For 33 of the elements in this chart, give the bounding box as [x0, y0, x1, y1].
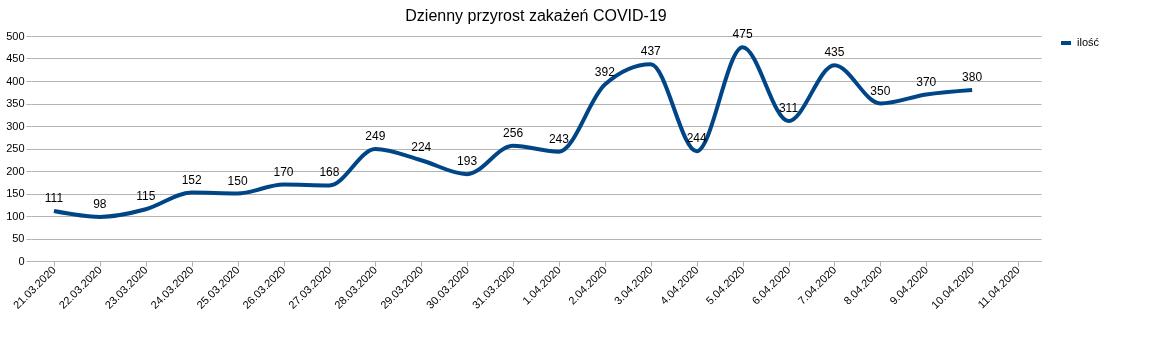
y-tick-label: 100	[6, 209, 25, 222]
data-label: 115	[136, 189, 156, 204]
data-label: 311	[778, 101, 799, 116]
y-tick-label: 0	[18, 254, 25, 267]
y-tick-label: 150	[6, 187, 25, 199]
data-label: 437	[640, 44, 662, 59]
y-tick-label: 450	[6, 52, 25, 64]
data-label: 256	[503, 125, 524, 140]
legend-label: ilość	[1077, 36, 1100, 48]
y-tick-label: 300	[6, 119, 25, 132]
y-tick-label: 350	[6, 97, 25, 109]
data-label: 170	[273, 164, 294, 179]
data-label: 392	[594, 64, 616, 79]
data-label: 380	[962, 70, 983, 84]
y-tick-label: 250	[6, 142, 25, 154]
data-label: 111	[44, 191, 64, 206]
data-label: 475	[732, 27, 753, 42]
y-tick-label: 200	[6, 164, 25, 177]
data-label: 249	[365, 128, 386, 143]
data-label: 224	[411, 140, 432, 155]
y-tick-label: 50	[12, 232, 25, 244]
data-label: 243	[548, 131, 570, 146]
data-label: 370	[916, 74, 937, 89]
chart-title: Dzienny przyrost zakażeń COVID-19	[405, 7, 667, 25]
y-tick-label: 500	[6, 29, 25, 42]
data-label: 168	[319, 165, 340, 180]
data-label: 435	[824, 45, 845, 60]
data-label: 193	[457, 154, 478, 169]
data-label: 98	[93, 196, 107, 211]
data-label: 152	[181, 172, 203, 187]
data-label: 150	[227, 173, 248, 188]
y-tick-label: 400	[6, 74, 25, 87]
data-label: 350	[870, 83, 891, 98]
